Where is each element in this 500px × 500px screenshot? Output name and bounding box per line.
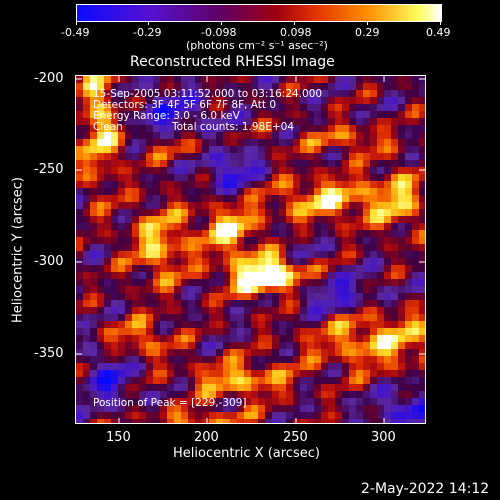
annotation-method: Clean bbox=[93, 121, 123, 133]
colorbar-tick bbox=[440, 21, 441, 25]
colorbar-tick bbox=[221, 21, 222, 25]
x-axis-title: Heliocentric X (arcsec) bbox=[173, 446, 320, 461]
colorbar-tick-label: 0.29 bbox=[355, 26, 380, 39]
x-tick-label: 300 bbox=[371, 430, 396, 445]
y-tick-label: -350 bbox=[34, 346, 64, 361]
colorbar-tick-label: 0.098 bbox=[280, 26, 312, 39]
colorbar-tick bbox=[148, 21, 149, 25]
annotation-time: 15-Sep-2005 03:11:52.000 to 03:16:24.000 bbox=[93, 88, 323, 100]
colorbar-tick-label: -0.098 bbox=[201, 26, 237, 39]
colorbar-tick-label: 0.49 bbox=[426, 26, 451, 39]
colorbar-unit-label: (photons cm⁻² s⁻¹ asec⁻²) bbox=[186, 39, 328, 52]
rhessi-image bbox=[75, 75, 426, 424]
x-tick-label: 150 bbox=[106, 430, 131, 445]
colorbar bbox=[76, 4, 442, 22]
image-title: Reconstructed RHESSI Image bbox=[130, 54, 335, 70]
footer-date: 2-May-2022 14:12 bbox=[361, 481, 490, 497]
colorbar-tick bbox=[294, 21, 295, 25]
y-tick-label: -200 bbox=[34, 71, 64, 86]
heatmap-canvas bbox=[76, 76, 425, 423]
annotation-peak: Position of Peak = [229,-309] bbox=[93, 397, 247, 409]
y-axis-title: Heliocentric Y (arcsec) bbox=[10, 177, 26, 323]
colorbar-tick bbox=[76, 21, 77, 25]
y-tick-label: -250 bbox=[34, 162, 64, 177]
annotation-counts: Total counts: 1.98E+04 bbox=[172, 121, 295, 133]
colorbar-tick-label: -0.49 bbox=[61, 26, 90, 39]
x-tick-label: 250 bbox=[283, 430, 308, 445]
annotation-energy: Energy Range: 3.0 - 6.0 keV bbox=[93, 110, 240, 122]
x-tick-label: 200 bbox=[194, 430, 219, 445]
y-tick-label: -300 bbox=[34, 254, 64, 269]
colorbar-tick bbox=[367, 21, 368, 25]
annotation-detectors: Detectors: 3F 4F 5F 6F 7F 8F, Att 0 bbox=[93, 99, 277, 111]
colorbar-tick-label: -0.29 bbox=[133, 26, 162, 39]
